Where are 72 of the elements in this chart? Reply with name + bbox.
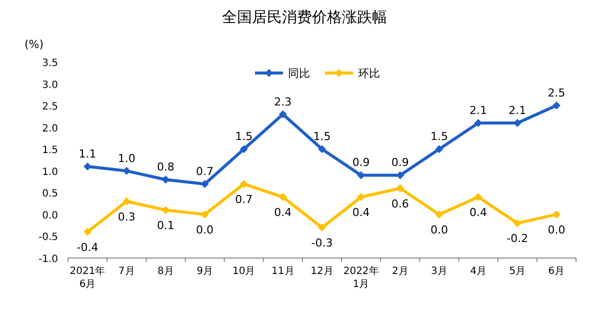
x-tick-label: 9月 xyxy=(196,266,213,277)
y-tick-label: 3.0 xyxy=(42,80,58,91)
data-label: -0.2 xyxy=(506,232,528,246)
point xyxy=(474,193,482,202)
point xyxy=(552,102,560,110)
chart-title: 全国居民消费价格涨跌幅 xyxy=(222,8,387,26)
point xyxy=(435,210,444,218)
x-tick-label: 12月 xyxy=(310,266,334,277)
data-label: 2.3 xyxy=(274,95,292,108)
data-label: 0.4 xyxy=(470,206,488,220)
data-label: 0.7 xyxy=(235,192,253,206)
legend-label: 环比 xyxy=(358,67,380,80)
data-label: 0.9 xyxy=(352,156,370,170)
data-label: 0.4 xyxy=(274,206,292,220)
data-label: 1.5 xyxy=(235,130,253,144)
data-label: 0.0 xyxy=(196,223,214,236)
data-label: 0.4 xyxy=(352,206,370,220)
x-tick-label: 7月 xyxy=(118,266,135,277)
x-tick-label: 8月 xyxy=(158,266,174,277)
point xyxy=(435,145,444,154)
y-tick-label: -1.0 xyxy=(38,254,58,265)
x-tick-label: 2月 xyxy=(392,266,408,277)
data-label: 2.1 xyxy=(470,104,488,117)
y-tick-label: 1.5 xyxy=(42,145,58,156)
data-label: 2.5 xyxy=(548,86,566,100)
data-label: 0.1 xyxy=(156,219,174,232)
y-tick-label: 3.5 xyxy=(42,58,58,69)
y-tick-label: 2.0 xyxy=(42,123,58,134)
x-tick-label: 5月 xyxy=(509,266,526,277)
data-label: 1.0 xyxy=(118,152,136,165)
data-label: 0.7 xyxy=(196,164,214,178)
data-label: 1.5 xyxy=(430,130,448,144)
data-label: -0.4 xyxy=(76,240,98,254)
data-label: 2.1 xyxy=(508,104,526,117)
point xyxy=(552,210,560,218)
x-tick-label: 3月 xyxy=(431,266,448,277)
point xyxy=(318,224,326,232)
point xyxy=(318,145,326,154)
data-label: 0.9 xyxy=(391,156,409,170)
point xyxy=(84,228,92,236)
point xyxy=(278,193,287,202)
point xyxy=(200,180,209,188)
data-label: 0.3 xyxy=(118,210,136,224)
x-tick-label: 6月 xyxy=(548,266,565,277)
x-tick-label: 2021年 6月 xyxy=(70,265,106,290)
y-tick-label: 0.5 xyxy=(42,188,58,200)
data-label: 1.1 xyxy=(78,148,96,161)
data-label: 0.0 xyxy=(430,223,448,236)
y-axis-title: (%) xyxy=(24,38,44,51)
point xyxy=(357,193,366,202)
point xyxy=(513,219,522,228)
point xyxy=(200,210,209,218)
y-tick-label: 0.0 xyxy=(42,210,58,222)
point xyxy=(396,184,404,192)
y-tick-label: 1.0 xyxy=(42,166,58,178)
data-label: 0.6 xyxy=(391,197,409,210)
point xyxy=(240,145,248,154)
legend-label: 同比 xyxy=(288,67,310,80)
x-tick-label: 4月 xyxy=(470,266,486,277)
x-tick-label: 11月 xyxy=(272,266,294,277)
data-label: 1.5 xyxy=(313,130,331,144)
data-label: 0.0 xyxy=(548,223,566,236)
point xyxy=(278,110,287,118)
point xyxy=(122,166,131,175)
y-tick-label: 2.5 xyxy=(42,102,58,113)
data-label: 0.8 xyxy=(156,160,174,174)
point xyxy=(122,197,131,206)
x-tick-label: 10月 xyxy=(232,266,256,277)
point xyxy=(240,180,248,188)
data-label: -0.3 xyxy=(311,236,333,250)
x-tick-label: 2022年 1月 xyxy=(343,265,379,290)
y-tick-label: -0.5 xyxy=(38,232,58,244)
